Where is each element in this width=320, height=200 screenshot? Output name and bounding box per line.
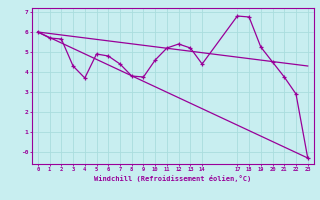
X-axis label: Windchill (Refroidissement éolien,°C): Windchill (Refroidissement éolien,°C) [94,175,252,182]
